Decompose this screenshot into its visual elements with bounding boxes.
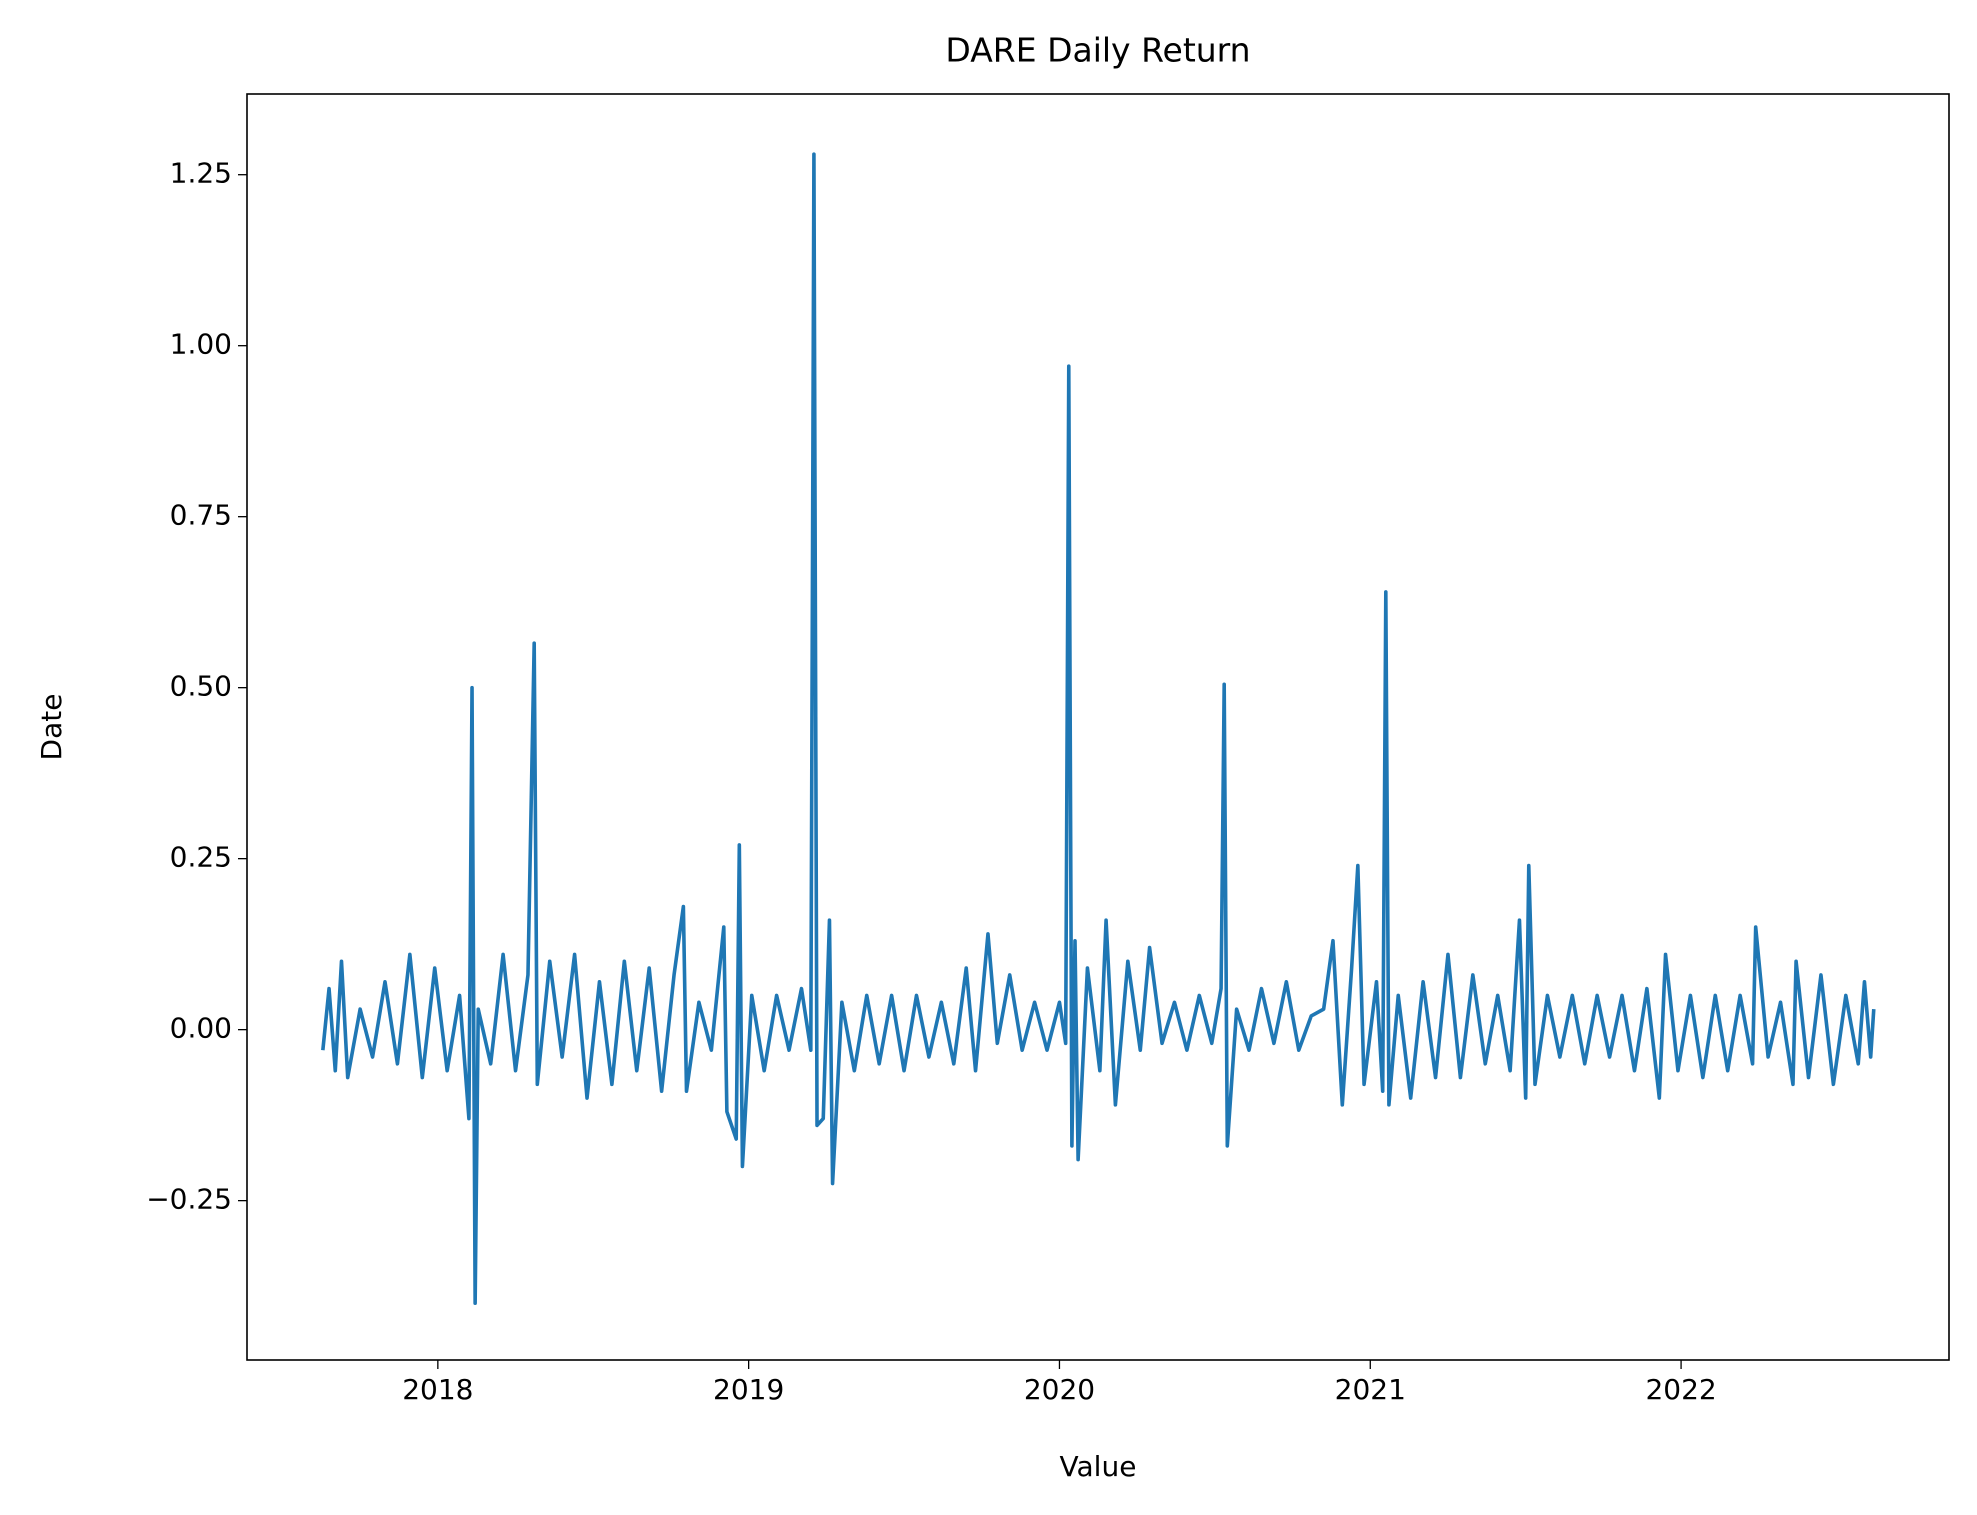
y-tick-label: −0.25 [146,1183,232,1216]
y-tick-label: 0.75 [170,499,232,532]
plot-frame [246,93,1950,1361]
y-tick-label: 0.25 [170,841,232,874]
y-tick-label: 1.25 [170,157,232,190]
x-tick-label: 2020 [1024,1373,1095,1406]
x-tick-label: 2022 [1645,1373,1716,1406]
data-line [321,152,1876,1306]
x-tick-label: 2019 [713,1373,784,1406]
y-tick-label: 0.00 [170,1012,232,1045]
x-tick-label: 2021 [1335,1373,1406,1406]
y-tick-label: 0.50 [170,670,232,703]
chart-title: DARE Daily Return [945,31,1250,70]
x-tick-label: 2018 [402,1373,473,1406]
y-tick-label: 1.00 [170,328,232,361]
x-axis-label: Value [1060,1450,1137,1483]
y-axis-label: Date [35,694,68,761]
